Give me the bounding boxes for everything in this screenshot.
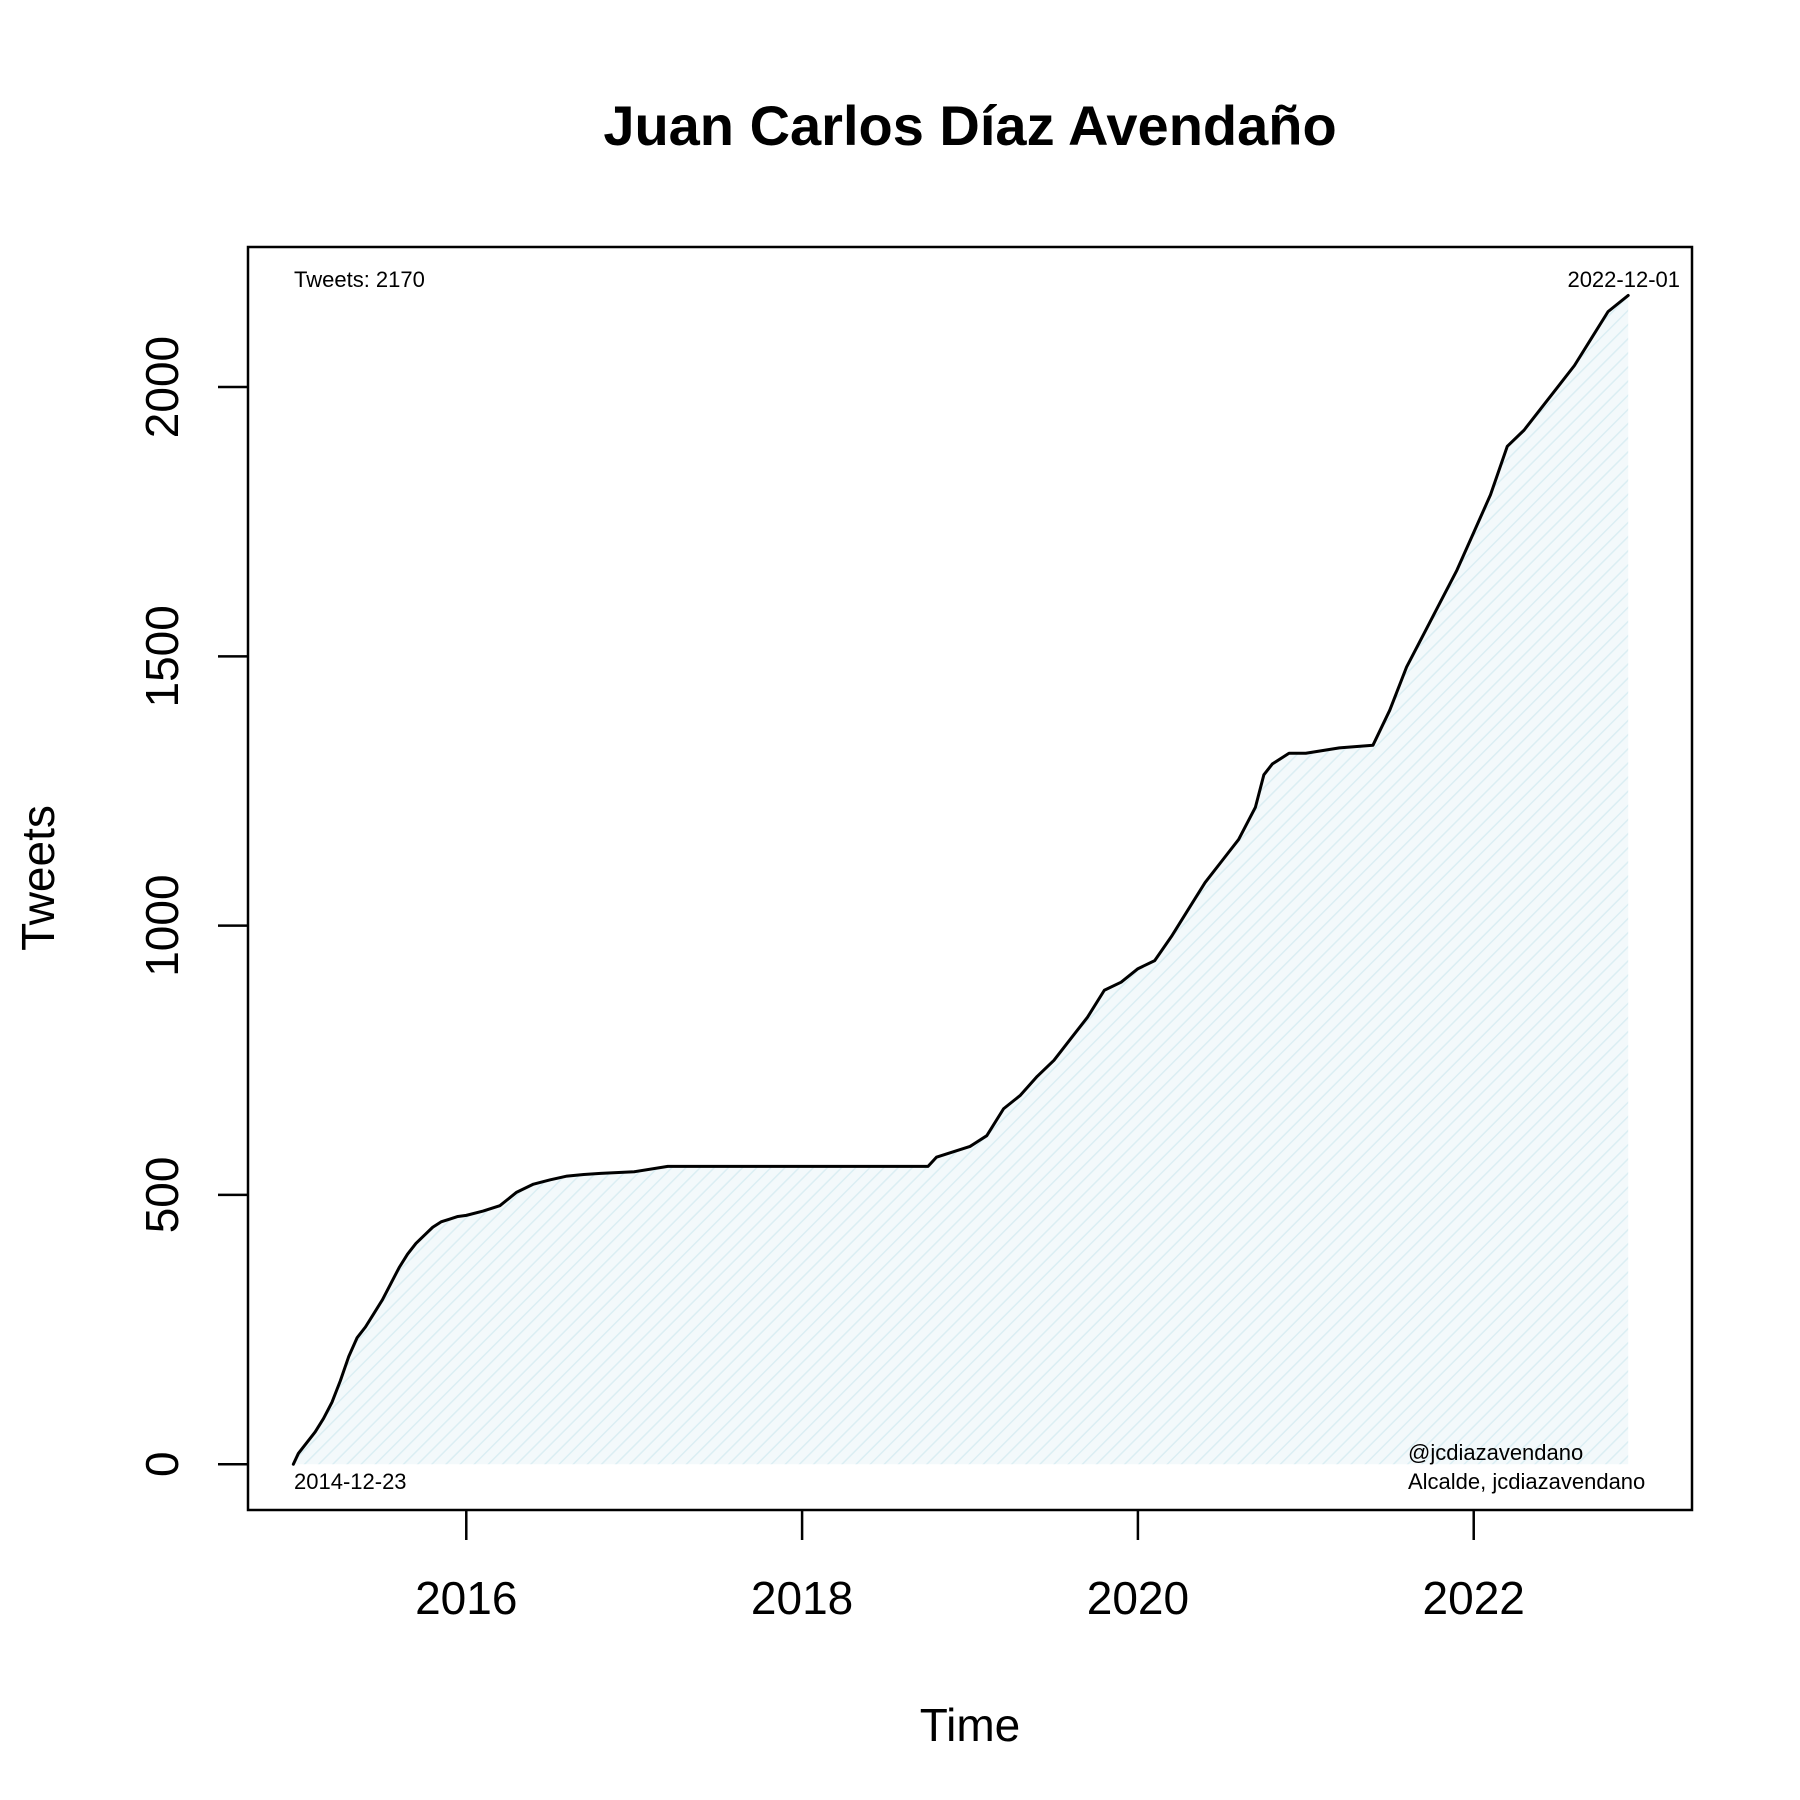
- chart-title: Juan Carlos Díaz Avendaño: [603, 94, 1336, 157]
- x-axis-label: Time: [920, 1699, 1021, 1751]
- annotation-end-date: 2022-12-01: [1567, 267, 1680, 292]
- series-line: [291, 293, 1630, 1466]
- y-axis: 0 500 1000 1500 2000: [136, 336, 248, 1477]
- x-axis: 2016 2018 2020 2022: [415, 1510, 1525, 1624]
- annotation-handle: @jcdiazavendano: [1408, 1440, 1583, 1465]
- annotation-tweet-count: Tweets: 2170: [294, 267, 425, 292]
- x-tick-label-2020: 2020: [1087, 1572, 1189, 1624]
- annotation-role: Alcalde, jcdiazavendano: [1408, 1469, 1645, 1494]
- x-tick-label-2016: 2016: [415, 1572, 517, 1624]
- y-tick-label-500: 500: [136, 1157, 188, 1234]
- x-tick-label-2022: 2022: [1423, 1572, 1525, 1624]
- y-tick-label-1500: 1500: [136, 605, 188, 707]
- y-tick-label-1000: 1000: [136, 874, 188, 976]
- annotation-start-date: 2014-12-23: [294, 1469, 407, 1494]
- x-tick-label-2018: 2018: [751, 1572, 853, 1624]
- y-tick-label-0: 0: [136, 1451, 188, 1477]
- y-axis-label: Tweets: [12, 805, 64, 951]
- plot-area: [291, 293, 1630, 1466]
- series-area-fill: [293, 295, 1629, 1465]
- y-tick-label-2000: 2000: [136, 336, 188, 438]
- plot-frame: [246, 245, 1694, 1512]
